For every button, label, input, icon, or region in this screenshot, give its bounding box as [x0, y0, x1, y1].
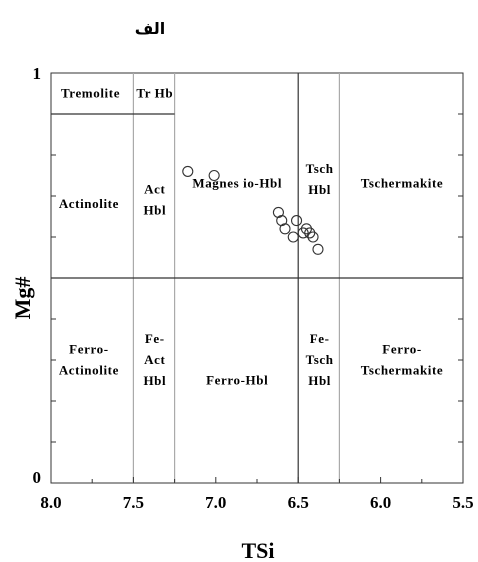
field-label: Tremolite — [61, 86, 120, 101]
field-label: Ferro- — [382, 342, 421, 357]
data-point — [291, 215, 303, 227]
data-point — [297, 227, 309, 239]
field-label: Fe- — [145, 331, 165, 346]
field-label: Act — [144, 352, 165, 367]
field-label: Tschermakite — [361, 176, 444, 191]
x-tick-label: 7.5 — [123, 493, 144, 512]
y-axis-label: Mg# — [10, 277, 35, 320]
data-point — [300, 223, 312, 235]
field-label: Tschermakite — [361, 363, 444, 378]
field-label: Tsch — [306, 352, 334, 367]
x-tick-label: 8.0 — [40, 493, 61, 512]
field-label: Fe- — [310, 331, 330, 346]
field-label: Tsch — [306, 161, 334, 176]
data-point — [279, 223, 291, 235]
field-label: Tr Hb — [136, 86, 173, 101]
data-point — [182, 165, 194, 177]
x-tick-label: 6.0 — [370, 493, 391, 512]
x-axis-label: TSi — [241, 538, 274, 562]
y-tick-label: 0 — [33, 468, 42, 487]
y-tick-label: 1 — [33, 64, 42, 83]
field-label: Hbl — [143, 203, 166, 218]
data-point — [307, 231, 319, 243]
field-dividers — [51, 73, 463, 483]
x-tick-label: 6.5 — [288, 493, 309, 512]
data-point — [312, 243, 324, 255]
field-label: Hbl — [308, 182, 331, 197]
x-tick-label: 7.0 — [205, 493, 226, 512]
field-labels: Tremolite Tr Hb Actinolite Act Hbl Magnes io-… — [59, 86, 443, 389]
field-label: Hbl — [143, 373, 166, 388]
field-label: Magnes io-Hbl — [192, 176, 282, 191]
data-point — [208, 169, 220, 182]
field-label: Actinolite — [59, 196, 119, 211]
data-point — [287, 231, 299, 243]
field-label: Ferro-Hbl — [206, 373, 268, 388]
x-tick-label: 5.5 — [452, 493, 473, 512]
chart-heading: الف — [135, 19, 166, 38]
field-label: Hbl — [308, 373, 331, 388]
field-label: Act — [144, 182, 165, 197]
field-label: Actinolite — [59, 363, 119, 378]
field-label: Ferro- — [69, 342, 108, 357]
data-point — [304, 227, 316, 239]
data-points — [182, 165, 324, 255]
axis-ticks: 8.0 7.5 7.0 6.5 6.0 5.5 0 1 — [33, 64, 474, 512]
